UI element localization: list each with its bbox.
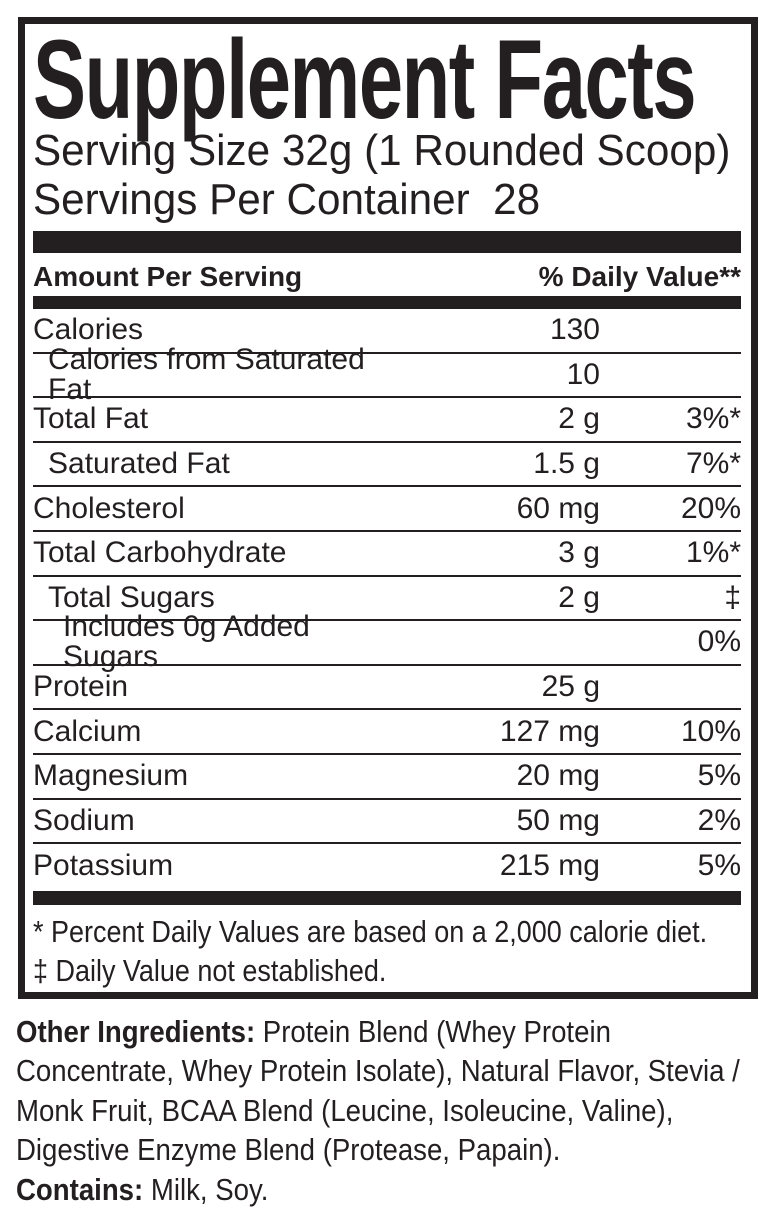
nutrient-daily-value: 3%* — [685, 402, 741, 436]
servings-per-container-row: Servings Per Container 28 — [33, 175, 741, 224]
nutrient-label: Cholesterol — [33, 491, 185, 525]
contains-line: Contains: Milk, Soy. — [16, 1170, 768, 1210]
nutrient-amount: 127 mg — [499, 714, 600, 748]
nutrient-amount: 2 g — [558, 580, 600, 614]
supplement-facts-panel: Supplement Facts Serving Size 32g (1 Rou… — [18, 17, 758, 999]
nutrient-amount: 25 g — [541, 670, 600, 704]
table-row: Magnesium 20 mg 5% — [33, 755, 741, 800]
other-ingredients-text: Protein Blend (Whey Protein Concentrate,… — [16, 1013, 740, 1168]
nutrient-amount: 215 mg — [499, 849, 600, 883]
table-row: Total Sugars 2 g ‡ — [33, 577, 741, 622]
table-row: Saturated Fat 1.5 g 7%* — [33, 443, 741, 488]
nutrient-daily-value: ‡ — [724, 580, 741, 614]
nutrient-daily-value: 7%* — [685, 447, 741, 481]
nutrient-label: Total Sugars — [48, 580, 215, 614]
table-row: Total Fat 2 g 3%* — [33, 398, 741, 443]
nutrient-amount: 130 — [549, 313, 600, 347]
table-row: Cholesterol 60 mg 20% — [33, 487, 741, 532]
nutrient-label: Protein — [33, 670, 129, 704]
nutrient-amount: 20 mg — [516, 759, 600, 793]
nutrient-daily-value: 0% — [697, 625, 741, 659]
nutrient-label: Total Fat — [33, 402, 149, 436]
servings-per-container-text: Servings Per Container 28 — [33, 175, 541, 224]
panel-title: Supplement Facts — [33, 17, 697, 142]
separator-bar-medium — [33, 296, 741, 309]
nutrient-daily-value: 2% — [697, 803, 741, 837]
column-header: Amount Per Serving % Daily Value** — [33, 261, 741, 293]
serving-size-row: Serving Size 32g (1 Rounded Scoop) — [33, 126, 741, 175]
nutrient-daily-value: 5% — [697, 849, 741, 883]
contains-label: Contains: — [16, 1171, 144, 1207]
panel-title-wrap: Supplement Facts — [33, 17, 741, 142]
nutrient-daily-value: 5% — [697, 759, 741, 793]
nutrient-amount: 1.5 g — [533, 447, 600, 481]
nutrient-label: Calories — [33, 313, 144, 347]
nutrient-label: Includes 0g Added Sugars — [63, 610, 310, 674]
nutrient-daily-value: 20% — [680, 491, 741, 525]
nutrient-label: Calcium — [33, 714, 142, 748]
nutrient-label: Saturated Fat — [48, 447, 230, 481]
table-row: Protein 25 g — [33, 666, 741, 711]
table-row: Calories from Saturated Fat 10 — [33, 344, 741, 404]
table-row: Sodium 50 mg 2% — [33, 800, 741, 845]
nutrient-amount: 2 g — [558, 402, 600, 436]
footnote-dv-not-established: ‡ Daily Value not established. — [33, 952, 387, 988]
table-row: Includes 0g Added Sugars 0% — [33, 612, 741, 672]
nutrient-amount: 10 — [566, 357, 600, 391]
amount-per-serving-header: Amount Per Serving — [33, 261, 303, 292]
nutrient-label: Potassium — [33, 849, 174, 883]
nutrient-label: Magnesium — [33, 759, 189, 793]
separator-bar-thick-top — [33, 231, 741, 253]
table-row: Calcium 127 mg 10% — [33, 710, 741, 755]
serving-size-text: Serving Size 32g (1 Rounded Scoop) — [33, 126, 731, 175]
nutrient-label: Total Carbohydrate — [33, 536, 287, 570]
below-panel-text: Other Ingredients: Protein Blend (Whey P… — [16, 1012, 768, 1210]
nutrient-label: Calories from Saturated Fat — [48, 342, 365, 406]
table-row: Calories 130 — [33, 309, 741, 354]
footnote-daily-values: * Percent Daily Values are based on a 2,… — [33, 913, 708, 949]
nutrient-amount: 3 g — [558, 536, 600, 570]
other-ingredients-paragraph: Other Ingredients: Protein Blend (Whey P… — [16, 1012, 768, 1170]
separator-bar-thick-bottom — [33, 890, 741, 905]
daily-value-header: % Daily Value** — [538, 261, 741, 292]
nutrient-amount: 60 mg — [516, 491, 600, 525]
nutrient-daily-value: 1%* — [685, 536, 741, 570]
other-ingredients-label: Other Ingredients: — [16, 1013, 256, 1049]
table-row: Potassium 215 mg 5% — [33, 844, 741, 889]
contains-text: Milk, Soy. — [143, 1171, 269, 1207]
table-row: Total Carbohydrate 3 g 1%* — [33, 532, 741, 577]
footnotes: * Percent Daily Values are based on a 2,… — [33, 912, 741, 990]
nutrient-rows: Calories 130 Calories from Saturated Fat 10… — [33, 309, 741, 889]
nutrient-label: Sodium — [33, 803, 135, 837]
nutrient-daily-value: 10% — [680, 714, 741, 748]
nutrient-amount: 50 mg — [516, 803, 600, 837]
